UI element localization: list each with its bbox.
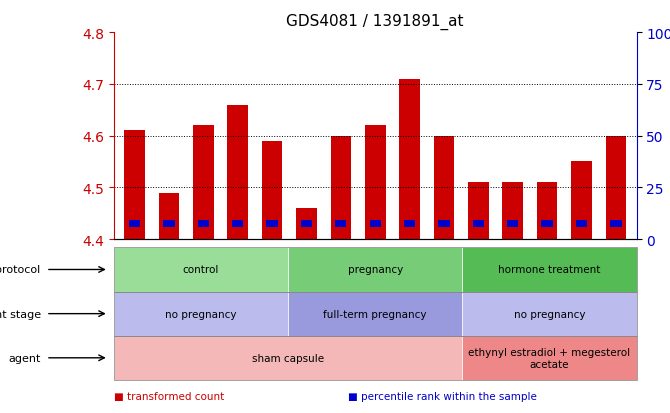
- FancyBboxPatch shape: [114, 336, 462, 380]
- Bar: [163, 220, 175, 228]
- Bar: [502, 183, 523, 240]
- Text: hormone treatment: hormone treatment: [498, 265, 600, 275]
- Bar: [124, 131, 145, 240]
- Bar: [129, 220, 140, 228]
- Bar: [335, 220, 346, 228]
- Text: ethynyl estradiol + megesterol
acetate: ethynyl estradiol + megesterol acetate: [468, 347, 630, 369]
- Bar: [296, 209, 317, 240]
- Bar: [159, 193, 180, 240]
- Bar: [193, 126, 214, 240]
- Bar: [433, 136, 454, 240]
- Text: ■ percentile rank within the sample: ■ percentile rank within the sample: [348, 391, 537, 401]
- Bar: [267, 220, 278, 228]
- Text: control: control: [183, 265, 219, 275]
- Text: full-term pregnancy: full-term pregnancy: [324, 309, 427, 319]
- Bar: [404, 220, 415, 228]
- Bar: [571, 162, 592, 240]
- Bar: [472, 220, 484, 228]
- Bar: [262, 141, 282, 240]
- FancyBboxPatch shape: [288, 248, 462, 292]
- Text: agent: agent: [8, 353, 41, 363]
- Bar: [370, 220, 381, 228]
- Text: pregnancy: pregnancy: [348, 265, 403, 275]
- Bar: [365, 126, 385, 240]
- Bar: [537, 183, 557, 240]
- Text: sham capsule: sham capsule: [252, 353, 324, 363]
- FancyBboxPatch shape: [462, 336, 636, 380]
- Bar: [198, 220, 209, 228]
- Bar: [227, 105, 248, 240]
- Bar: [610, 220, 622, 228]
- Text: no pregnancy: no pregnancy: [165, 309, 237, 319]
- Bar: [330, 136, 351, 240]
- Bar: [399, 79, 420, 240]
- Bar: [301, 220, 312, 228]
- Title: GDS4081 / 1391891_at: GDS4081 / 1391891_at: [287, 14, 464, 30]
- Bar: [468, 183, 488, 240]
- Bar: [541, 220, 553, 228]
- Text: ■ transformed count: ■ transformed count: [114, 391, 224, 401]
- FancyBboxPatch shape: [462, 248, 636, 292]
- Text: development stage: development stage: [0, 309, 41, 319]
- Bar: [232, 220, 243, 228]
- Bar: [438, 220, 450, 228]
- Bar: [606, 136, 626, 240]
- Bar: [576, 220, 587, 228]
- FancyBboxPatch shape: [114, 292, 288, 336]
- FancyBboxPatch shape: [288, 292, 462, 336]
- FancyBboxPatch shape: [114, 248, 288, 292]
- FancyBboxPatch shape: [462, 292, 636, 336]
- Text: no pregnancy: no pregnancy: [514, 309, 585, 319]
- Text: protocol: protocol: [0, 265, 41, 275]
- Bar: [507, 220, 519, 228]
